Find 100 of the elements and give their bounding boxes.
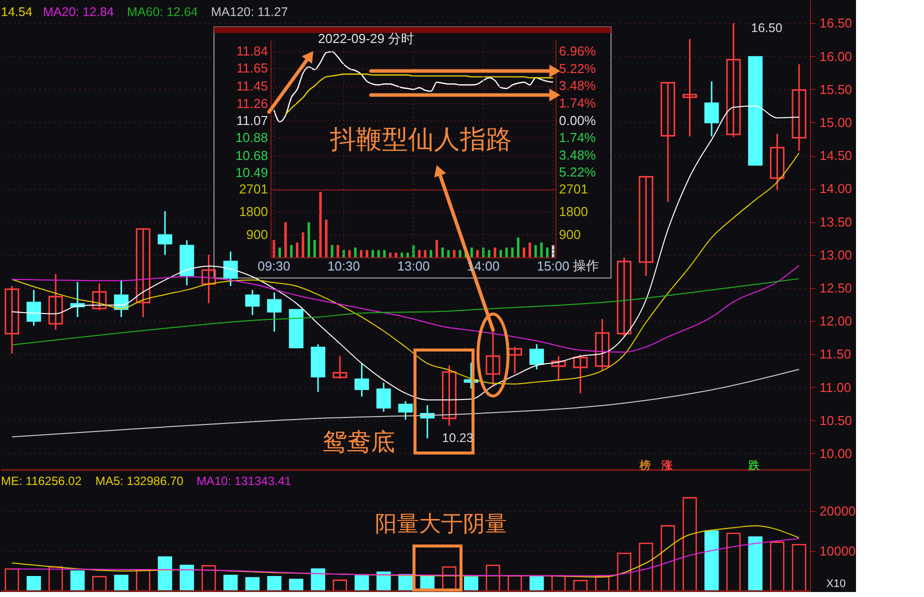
bar [534,245,537,258]
annotation: ME: 116256.02 [1,474,82,488]
bar [660,525,676,592]
y2-tick-label: 5.22% [559,60,596,76]
y-tick-label: 10.49 [235,164,268,180]
y-tick-label: 16.50 [820,16,852,31]
bar [511,248,514,258]
bar [290,245,293,258]
bar [452,250,456,258]
annotation: 操作 [573,258,599,273]
y2-tick-label: 1800 [559,204,588,220]
bar [330,245,334,258]
y2-tick-label: 0.00% [559,112,596,128]
annotation: MA5: 132986.70 [95,474,184,488]
bar [505,248,508,258]
y2-tick-label: 3.48% [559,147,596,162]
y-tick-label: 15.50 [820,82,852,97]
y2-tick-label: 5.22% [559,164,596,180]
annotation: 跌 [748,459,760,472]
bar [70,570,85,592]
y2-tick-label: 1.74% [559,130,596,146]
y-tick-label: 900 [246,226,268,242]
candlestick [682,39,697,136]
annotation: MA120: 11.27 [211,5,288,19]
bar [313,240,316,258]
bar [418,250,421,258]
bar [223,574,238,592]
annotation: MA60: 12.64 [127,5,198,19]
x-tick-label: 15:00 [536,258,570,274]
bar [114,574,128,592]
bar [319,192,322,258]
bar [158,556,172,592]
y-tick-label: 12.00 [820,314,852,329]
bar [447,250,450,258]
bar [546,248,549,258]
bar [366,250,368,258]
bar [354,248,357,258]
line-series [11,278,800,346]
annotation: 16.50 [751,21,782,35]
candlestick [4,286,20,354]
candlestick [770,134,784,190]
bar [476,250,479,258]
bar [494,248,496,258]
y2-tick-label: 6.96% [559,44,596,59]
y2-tick-label: 2701 [559,181,588,196]
bar [424,250,426,258]
y-tick-label: 11.26 [236,96,268,111]
candlestick [638,176,654,276]
bar [372,250,374,258]
y-tick-label: 1800 [239,204,268,220]
bar [180,564,194,592]
bar [245,577,260,592]
bar [748,536,762,592]
y-tick-label: 11.65 [236,60,268,76]
line-series [11,538,800,576]
line-series [273,51,554,122]
annotation: 涨 [660,459,674,472]
bar [792,544,806,592]
candlestick [726,23,741,138]
bar [325,220,328,258]
y2-tick-label: 3.48% [559,78,596,94]
chart-title: 2022-09-29 分时 [318,31,414,46]
bar [516,237,520,258]
candlestick [486,332,500,386]
y2-tick-label: 900 [559,226,581,242]
candlestick [616,258,632,337]
bar [617,552,632,592]
y-tick-label: 11.50 [820,346,852,362]
x-tick-label: 10:30 [327,258,360,274]
bar [354,575,369,592]
y-tick-label: 10.00 [820,446,852,461]
y-tick-label: 11.00 [820,380,852,395]
bar [436,240,438,258]
annotation: 抖鞭型仙人指路 [329,124,512,154]
y-tick-label: 11.07 [236,112,268,128]
x-tick-label: 09:30 [258,258,290,274]
bar [522,248,526,258]
y-tick-label: 14.00 [820,181,852,196]
y-tick-label: 10.88 [235,130,268,145]
bar [377,250,380,258]
bar [726,532,741,592]
y-tick-label: 11.45 [236,78,268,94]
candlestick [136,228,150,318]
bar [296,242,298,258]
bar [770,542,784,592]
bar [308,222,310,258]
bar [267,576,282,592]
bar [458,250,462,258]
bar [376,572,391,592]
y-tick-label: 10.50 [820,412,852,428]
y-tick-label: 11.84 [236,44,268,59]
bar [464,576,478,592]
annotation: 鸳鸯底 [323,429,395,456]
bar [470,248,473,258]
bar [540,242,543,258]
y-tick-label: 14.50 [820,148,852,164]
y-tick-label: 10.68 [235,148,268,163]
y-tick-label: 10000 [820,544,856,558]
bar [528,242,532,258]
y2-tick-label: 1.74% [559,96,596,111]
